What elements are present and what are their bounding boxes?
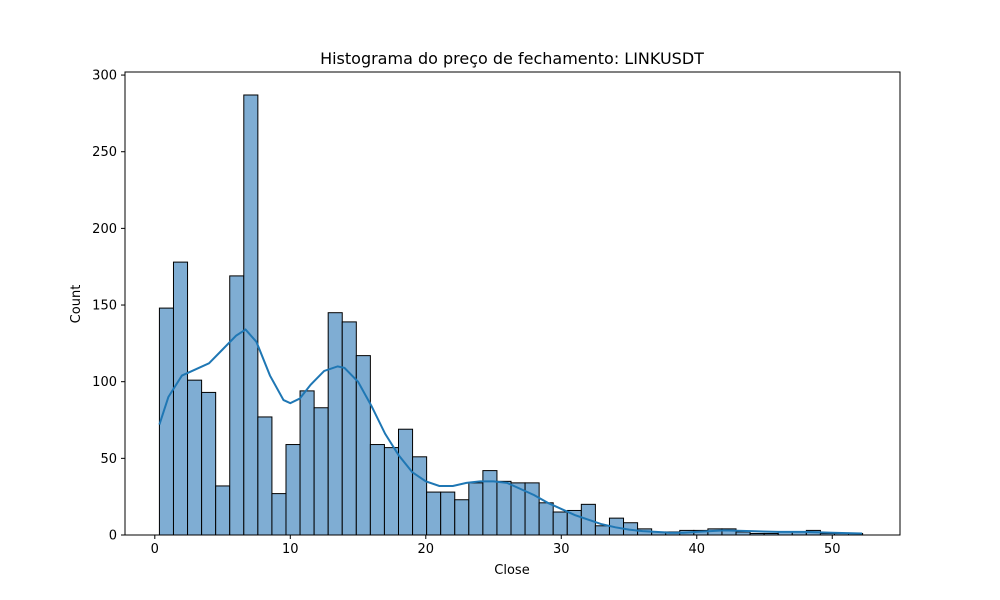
- histogram-bar: [158, 307, 174, 536]
- x-tick-label: 40: [688, 542, 705, 557]
- y-tick-label: 300: [92, 69, 117, 84]
- histogram-bar: [229, 275, 245, 536]
- y-tick-label: 250: [92, 145, 117, 160]
- x-tick-label: 0: [151, 542, 159, 557]
- y-tick-label: 150: [92, 299, 117, 314]
- histogram-bar: [257, 416, 273, 536]
- plot-frame: [124, 71, 901, 536]
- histogram-bar: [538, 502, 554, 536]
- histogram-bar: [594, 525, 610, 536]
- histogram-bar: [285, 444, 301, 536]
- histogram-bar: [383, 447, 399, 536]
- chart-title: Histograma do preço de fechamento: LINKU…: [320, 49, 704, 68]
- x-axis-ticks: 0 10 20 30 40 50: [151, 535, 841, 557]
- y-tick-label: 0: [109, 529, 117, 544]
- histogram-bar: [397, 428, 414, 536]
- histogram-bar: [524, 482, 540, 536]
- x-tick-label: 30: [553, 542, 570, 557]
- histogram-bar: [426, 491, 442, 536]
- y-axis-label: Count: [69, 285, 84, 324]
- histogram-bar: [201, 391, 217, 536]
- y-tick-label: 200: [92, 222, 117, 237]
- histogram-bars: [158, 94, 864, 536]
- histogram-bar: [369, 444, 385, 536]
- histogram-bar: [552, 511, 568, 536]
- x-axis-label: Close: [494, 563, 529, 578]
- histogram-bar: [468, 482, 484, 536]
- histogram-bar: [440, 491, 456, 536]
- histogram-bar: [243, 94, 259, 536]
- histogram-bar: [412, 456, 428, 536]
- x-tick-label: 10: [282, 542, 299, 557]
- kde-curve: [158, 328, 863, 535]
- histogram-bar: [172, 261, 189, 536]
- x-tick-label: 50: [824, 542, 841, 557]
- histogram-bar: [454, 499, 470, 536]
- histogram-bar: [496, 480, 512, 536]
- histogram-bar: [327, 312, 343, 536]
- histogram-bar: [299, 390, 315, 536]
- y-axis-ticks: 0 50 100 150 200 250 300: [92, 69, 125, 544]
- histogram-bar: [215, 485, 231, 536]
- histogram-bar: [341, 321, 357, 536]
- histogram-bar: [187, 379, 203, 536]
- histogram-bar: [271, 493, 287, 536]
- x-tick-label: 20: [418, 542, 435, 557]
- histogram-bar: [313, 407, 329, 536]
- y-tick-label: 100: [92, 375, 117, 390]
- histogram-bar: [482, 470, 498, 536]
- y-tick-label: 50: [100, 452, 117, 467]
